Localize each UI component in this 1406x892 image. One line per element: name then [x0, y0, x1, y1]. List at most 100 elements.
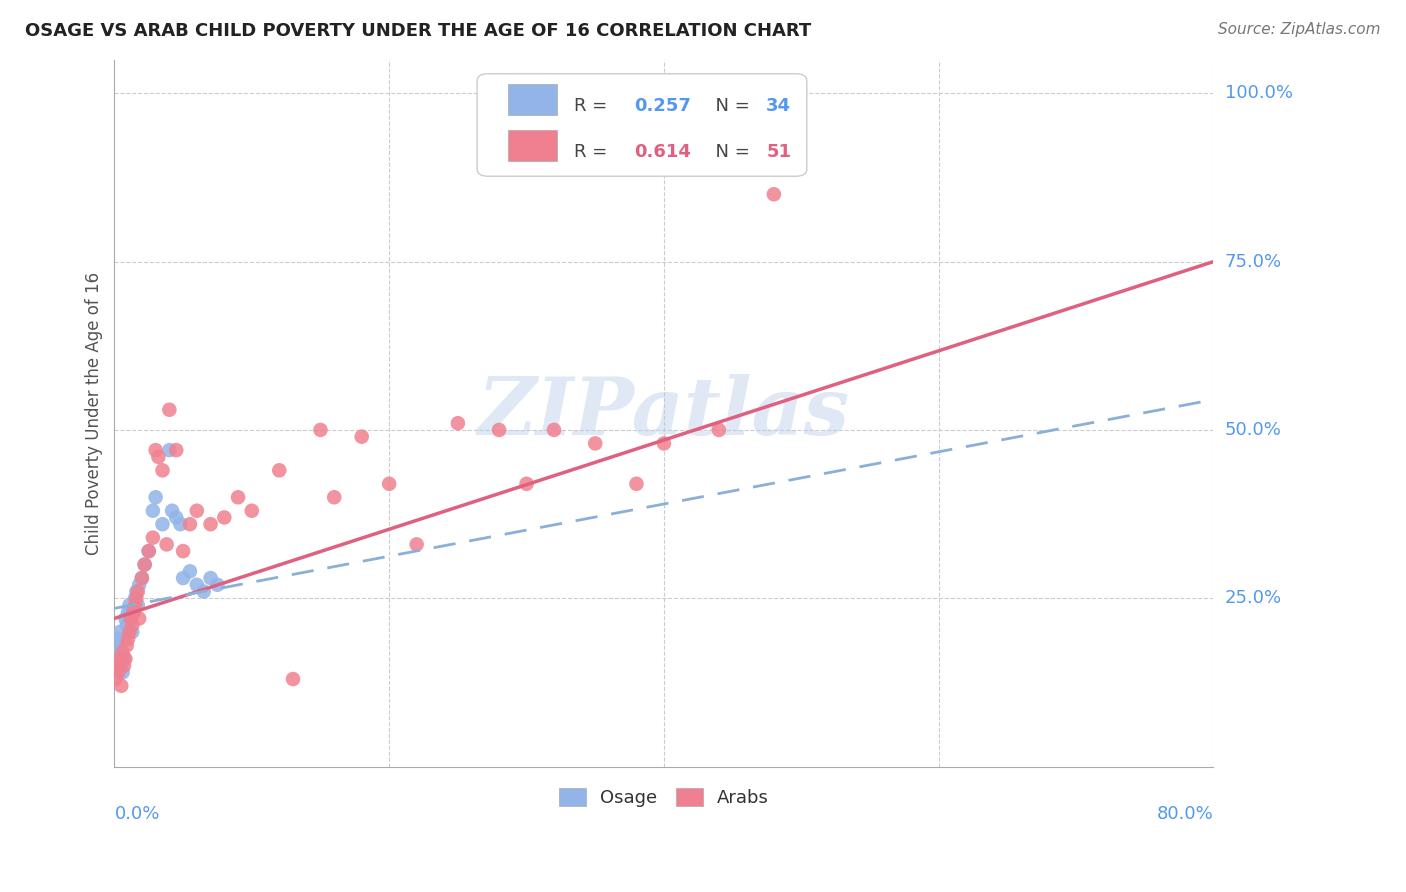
Point	[447, 416, 470, 430]
Point	[193, 584, 215, 599]
Point	[179, 517, 201, 532]
Text: 34: 34	[766, 96, 792, 114]
Point	[131, 571, 153, 585]
Point	[172, 571, 194, 585]
Point	[108, 652, 131, 666]
Y-axis label: Child Poverty Under the Age of 16: Child Poverty Under the Age of 16	[86, 271, 103, 555]
Point	[122, 605, 145, 619]
Point	[111, 645, 134, 659]
Text: Source: ZipAtlas.com: Source: ZipAtlas.com	[1218, 22, 1381, 37]
Point	[105, 658, 128, 673]
Point	[115, 639, 138, 653]
Text: OSAGE VS ARAB CHILD POVERTY UNDER THE AGE OF 16 CORRELATION CHART: OSAGE VS ARAB CHILD POVERTY UNDER THE AG…	[25, 22, 811, 40]
Bar	[508, 130, 557, 161]
Point	[120, 611, 142, 625]
Point	[652, 436, 675, 450]
Point	[128, 578, 150, 592]
Point	[281, 672, 304, 686]
Text: N =: N =	[703, 143, 755, 161]
Point	[107, 665, 129, 680]
Point	[122, 605, 145, 619]
Text: 0.257: 0.257	[634, 96, 692, 114]
Point	[134, 558, 156, 572]
Legend: Osage, Arabs: Osage, Arabs	[551, 780, 776, 814]
Text: N =: N =	[703, 96, 755, 114]
Point	[110, 658, 132, 673]
Point	[118, 598, 141, 612]
Point	[114, 652, 136, 666]
Point	[488, 423, 510, 437]
Point	[121, 618, 143, 632]
Point	[378, 476, 401, 491]
Point	[134, 558, 156, 572]
Text: R =: R =	[574, 143, 613, 161]
Point	[165, 443, 187, 458]
Point	[160, 504, 183, 518]
Point	[516, 476, 538, 491]
Point	[214, 510, 236, 524]
Point	[157, 402, 180, 417]
Point	[145, 490, 167, 504]
Point	[323, 490, 346, 504]
Point	[118, 624, 141, 639]
Point	[152, 517, 174, 532]
Point	[543, 423, 565, 437]
Point	[142, 531, 165, 545]
Point	[157, 443, 180, 458]
Point	[626, 476, 648, 491]
Text: 0.0%: 0.0%	[114, 805, 160, 823]
Point	[186, 578, 208, 592]
Point	[115, 618, 138, 632]
Point	[240, 504, 263, 518]
Point	[156, 537, 179, 551]
Point	[172, 544, 194, 558]
Point	[269, 463, 291, 477]
Point	[117, 632, 139, 646]
Point	[124, 591, 146, 606]
Point	[142, 504, 165, 518]
Point	[110, 679, 132, 693]
FancyBboxPatch shape	[477, 74, 807, 177]
Text: 0.614: 0.614	[634, 143, 692, 161]
Text: 25.0%: 25.0%	[1225, 590, 1282, 607]
Point	[107, 632, 129, 646]
Point	[152, 463, 174, 477]
Point	[186, 504, 208, 518]
Point	[125, 584, 148, 599]
Point	[105, 639, 128, 653]
Point	[707, 423, 730, 437]
Point	[127, 598, 149, 612]
Point	[145, 443, 167, 458]
Point	[165, 510, 187, 524]
Point	[583, 436, 606, 450]
Point	[131, 571, 153, 585]
Point	[148, 450, 170, 464]
Point	[179, 565, 201, 579]
Point	[117, 605, 139, 619]
Text: 75.0%: 75.0%	[1225, 252, 1282, 270]
Point	[120, 611, 142, 625]
Text: 80.0%: 80.0%	[1157, 805, 1213, 823]
Point	[200, 571, 222, 585]
Point	[111, 665, 134, 680]
Point	[138, 544, 160, 558]
Point	[125, 591, 148, 606]
Point	[112, 658, 135, 673]
Point	[112, 652, 135, 666]
Point	[762, 187, 785, 202]
Point	[169, 517, 191, 532]
Point	[226, 490, 249, 504]
Point	[104, 645, 127, 659]
Point	[124, 598, 146, 612]
Text: 100.0%: 100.0%	[1225, 84, 1292, 103]
Bar	[508, 84, 557, 115]
Point	[207, 578, 229, 592]
Point	[108, 624, 131, 639]
Text: 50.0%: 50.0%	[1225, 421, 1281, 439]
Point	[138, 544, 160, 558]
Point	[309, 423, 332, 437]
Point	[350, 430, 373, 444]
Point	[127, 584, 149, 599]
Point	[405, 537, 427, 551]
Point	[200, 517, 222, 532]
